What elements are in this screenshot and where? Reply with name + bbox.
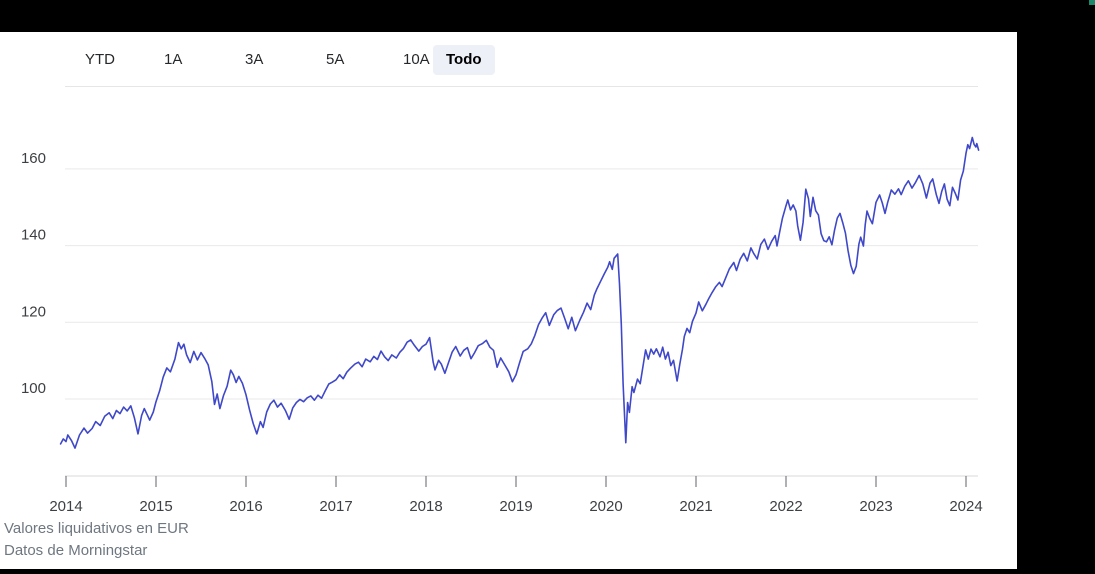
y-axis-label: 160 [21, 150, 46, 167]
x-axis-label: 2016 [229, 498, 262, 515]
x-axis-label: 2014 [49, 498, 82, 515]
y-axis-label: 140 [21, 227, 46, 244]
corner-dot [1089, 0, 1095, 5]
time-range-selector: YTD 1A 3A 5A 10A Todo [0, 45, 1017, 75]
x-axis-label: 2017 [319, 498, 352, 515]
footnote-currency: Valores liquidativos en EUR [4, 520, 189, 537]
x-axis-label: 2021 [679, 498, 712, 515]
range-button-todo[interactable]: Todo [433, 45, 495, 75]
x-axis-label: 2024 [949, 498, 982, 515]
chart-card: YTD 1A 3A 5A 10A Todo 100 120 140 160 2014 2015 201… [0, 32, 1017, 569]
range-button-10a[interactable]: 10A [403, 51, 430, 68]
range-button-ytd[interactable]: YTD [85, 51, 115, 68]
x-axis-label: 2018 [409, 498, 442, 515]
x-axis-label: 2019 [499, 498, 532, 515]
range-button-3a[interactable]: 3A [245, 51, 264, 68]
price-line [59, 136, 980, 449]
range-button-5a[interactable]: 5A [326, 51, 345, 68]
performance-chart-svg[interactable]: 100 120 140 160 2014 2015 2016 2017 2018 2019 2020… [0, 32, 1017, 569]
separator-line [65, 86, 978, 87]
x-axis-label: 2020 [589, 498, 622, 515]
x-axis-label: 2023 [859, 498, 892, 515]
y-axis-label: 120 [21, 303, 46, 320]
x-axis-label: 2022 [769, 498, 802, 515]
y-axis-label: 100 [21, 380, 46, 397]
x-axis-label: 2015 [139, 498, 172, 515]
range-button-1a[interactable]: 1A [164, 51, 183, 68]
performance-chart[interactable]: 100 120 140 160 2014 2015 2016 2017 2018 2019 2020… [0, 32, 1017, 569]
footnote-source: Datos de Morningstar [4, 542, 148, 559]
